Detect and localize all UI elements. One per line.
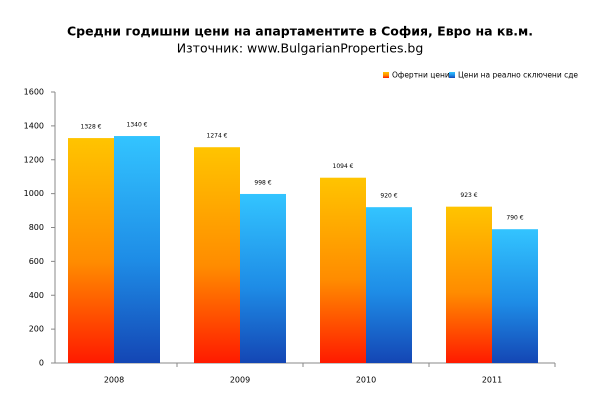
bar <box>114 136 160 363</box>
y-tick-label: 1600 <box>24 88 44 97</box>
value-label: 998 € <box>254 179 271 186</box>
y-tick-label: 1000 <box>24 189 44 198</box>
y-tick-label: 1400 <box>24 121 44 130</box>
x-tick-label: 2010 <box>356 376 376 385</box>
y-tick-label: 600 <box>29 257 44 266</box>
legend-swatch <box>449 72 455 78</box>
value-label: 1328 € <box>81 124 102 131</box>
bar <box>492 229 538 363</box>
value-label: 1274 € <box>207 133 228 140</box>
y-tick-label: 0 <box>39 359 44 368</box>
y-tick-label: 1200 <box>24 155 44 164</box>
bar <box>446 206 492 363</box>
chart-title: Средни годишни цени на апартаментите в С… <box>67 24 533 39</box>
chart-subtitle: Източник: www.BulgarianProperties.bg <box>177 41 424 56</box>
x-tick-label: 2011 <box>482 376 502 385</box>
y-tick-label: 800 <box>29 223 44 232</box>
value-label: 1340 € <box>127 122 148 129</box>
y-tick-label: 400 <box>29 291 44 300</box>
legend-label: Офертни цени <box>392 71 450 80</box>
bar <box>366 207 412 363</box>
x-tick-label: 2008 <box>104 376 124 385</box>
value-label: 790 € <box>506 215 523 222</box>
bar <box>68 138 114 363</box>
value-label: 923 € <box>460 192 477 199</box>
value-label: 920 € <box>380 193 397 200</box>
bar <box>320 177 366 363</box>
legend-label: Цени на реално сключени сде <box>458 71 578 80</box>
x-tick-label: 2009 <box>230 376 250 385</box>
value-label: 1094 € <box>333 163 354 170</box>
bar <box>240 193 286 363</box>
legend-swatch <box>383 72 389 78</box>
y-tick-label: 200 <box>29 325 44 334</box>
bar <box>194 147 240 363</box>
